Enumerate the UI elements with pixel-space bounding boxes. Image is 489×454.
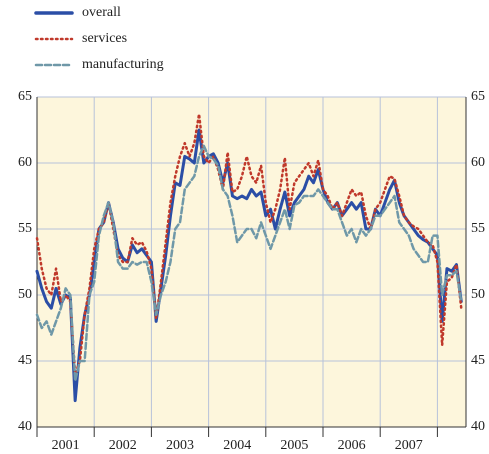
x-tick-label: 2004 [223, 438, 251, 453]
legend-label: manufacturing [82, 57, 164, 72]
line-2 [35, 144, 463, 383]
y-tick-label: 45 [18, 353, 32, 368]
y-tick-label: 40 [18, 419, 32, 434]
x-tick-label: 2006 [338, 438, 366, 453]
x-tick-label: 2007 [395, 438, 423, 453]
y2-tick-label: 60 [471, 155, 485, 170]
y-tick-label: 55 [18, 221, 32, 236]
x-tick-label: 2001 [52, 438, 80, 453]
legend-label: overall [82, 5, 121, 20]
y2-tick-label: 65 [471, 89, 485, 104]
y-tick-label: 65 [18, 89, 32, 104]
plot-background [37, 97, 466, 427]
y-tick-label: 60 [18, 155, 32, 170]
x-tick-label: 2003 [166, 438, 194, 453]
y2-tick-label: 50 [471, 287, 485, 302]
legend-label: services [82, 31, 127, 46]
y-tick-label: 50 [18, 287, 32, 302]
y2-tick-label: 45 [471, 353, 485, 368]
x-tick-label: 2005 [280, 438, 308, 453]
y2-tick-label: 40 [471, 419, 485, 434]
y2-tick-label: 55 [471, 221, 485, 236]
x-tick-label: 2002 [109, 438, 137, 453]
